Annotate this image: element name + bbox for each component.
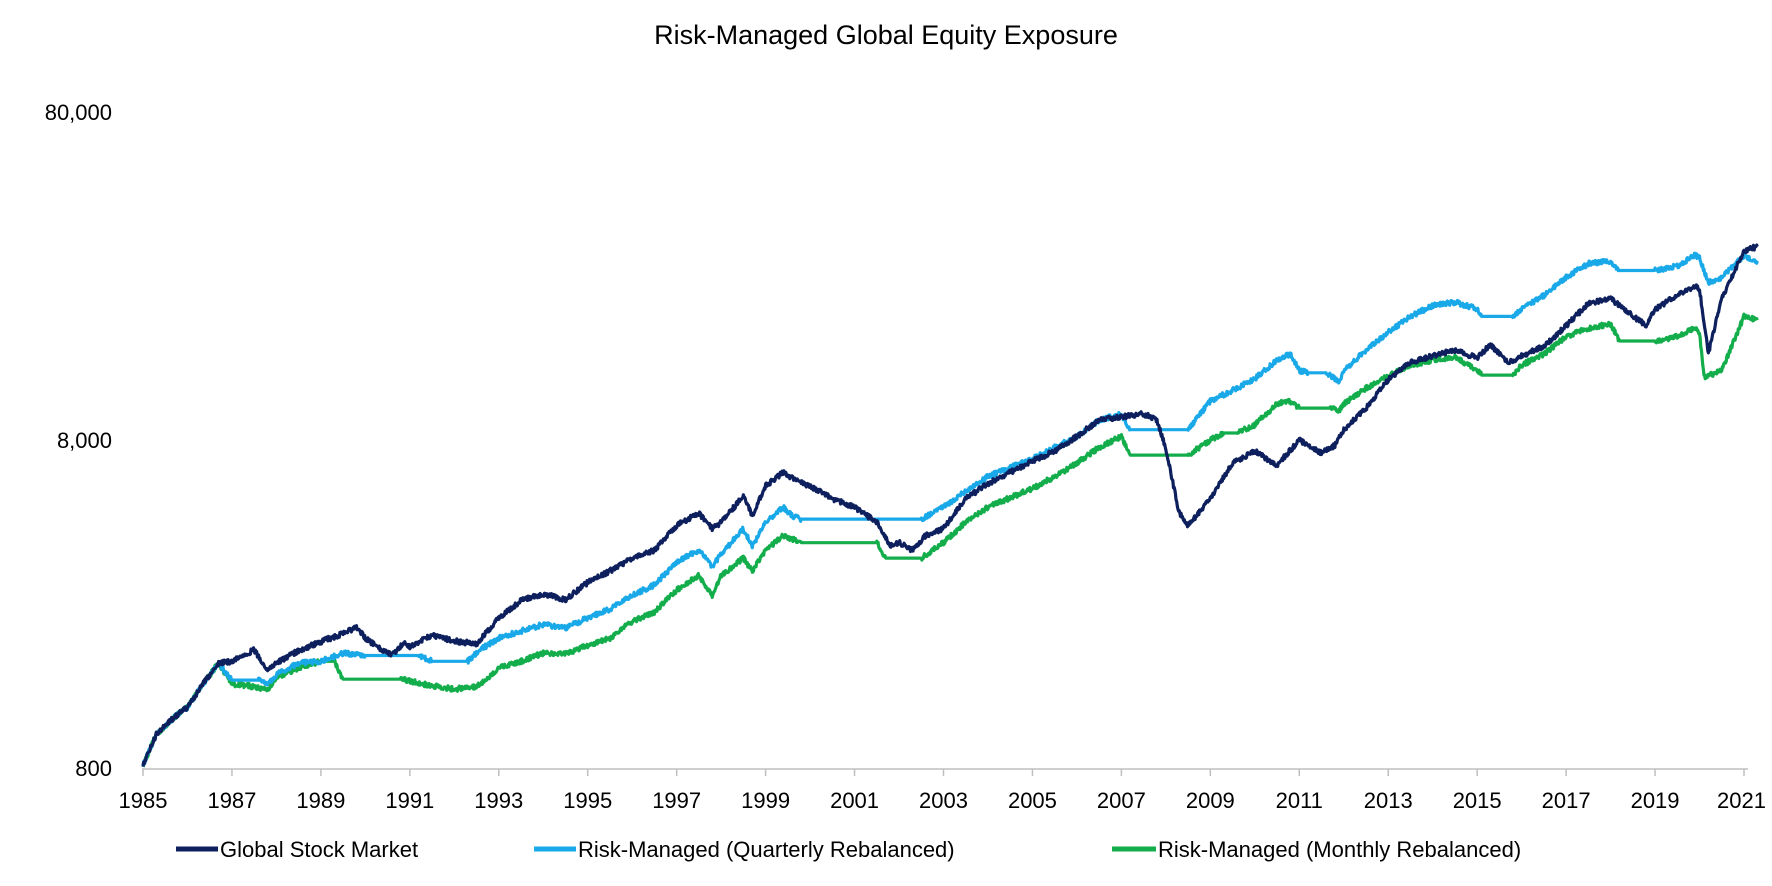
y-tick-label-80000: 80,000 bbox=[45, 100, 112, 125]
series-line-risk-managed-monthly bbox=[141, 312, 1759, 768]
x-axis-ticks: 1985 1987 1989 1991 1993 1995 1997 1999 2001 2003… bbox=[119, 769, 1766, 813]
x-tick-label-2005: 2005 bbox=[1008, 788, 1057, 813]
x-tick-label-1997: 1997 bbox=[652, 788, 701, 813]
plot-area bbox=[141, 243, 1759, 768]
legend-item-risk-managed-monthly: Risk-Managed (Monthly Rebalanced) bbox=[1112, 837, 1521, 862]
x-tick-label-2017: 2017 bbox=[1542, 788, 1591, 813]
x-tick-label-2009: 2009 bbox=[1186, 788, 1235, 813]
series-line-global-stock-market bbox=[141, 243, 1759, 767]
x-tick-label-1999: 1999 bbox=[741, 788, 790, 813]
legend-item-risk-managed-quarterly: Risk-Managed (Quarterly Rebalanced) bbox=[534, 837, 955, 862]
x-tick-label-2013: 2013 bbox=[1364, 788, 1413, 813]
x-tick-label-1987: 1987 bbox=[207, 788, 256, 813]
x-tick-label-2021: 2021 bbox=[1717, 788, 1766, 813]
legend-label-risk-managed-monthly: Risk-Managed (Monthly Rebalanced) bbox=[1158, 837, 1521, 862]
x-tick-label-1995: 1995 bbox=[563, 788, 612, 813]
x-tick-label-2019: 2019 bbox=[1631, 788, 1680, 813]
chart-title: Risk-Managed Global Equity Exposure bbox=[654, 20, 1118, 50]
x-tick-label-2007: 2007 bbox=[1097, 788, 1146, 813]
x-tick-label-1989: 1989 bbox=[296, 788, 345, 813]
legend-label-global-stock-market: Global Stock Market bbox=[220, 837, 418, 862]
x-tick-label-1985: 1985 bbox=[119, 788, 168, 813]
x-tick-label-2003: 2003 bbox=[919, 788, 968, 813]
legend: Global Stock Market Risk-Managed (Quarte… bbox=[176, 837, 1521, 862]
x-tick-label-2015: 2015 bbox=[1453, 788, 1502, 813]
x-tick-label-2011: 2011 bbox=[1276, 788, 1323, 813]
y-tick-label-800: 800 bbox=[75, 756, 112, 781]
x-tick-label-1993: 1993 bbox=[474, 788, 523, 813]
legend-label-risk-managed-quarterly: Risk-Managed (Quarterly Rebalanced) bbox=[578, 837, 955, 862]
x-tick-label-1991: 1991 bbox=[385, 788, 434, 813]
series-line-risk-managed-quarterly bbox=[141, 251, 1759, 767]
y-tick-label-8000: 8,000 bbox=[57, 428, 112, 453]
y-axis: 80,000 8,000 800 bbox=[45, 100, 112, 781]
legend-item-global-stock-market: Global Stock Market bbox=[176, 837, 418, 862]
x-tick-label-2001: 2001 bbox=[830, 788, 879, 813]
